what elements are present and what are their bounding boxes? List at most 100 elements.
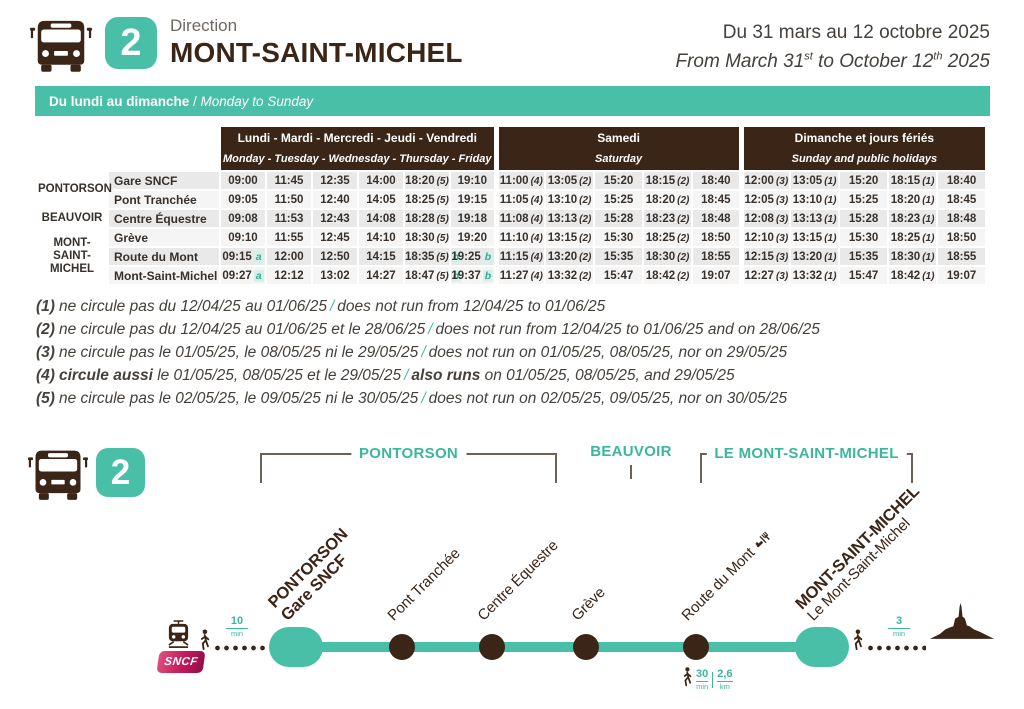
direction-label: Direction xyxy=(170,16,238,35)
footnote-ref: (1) xyxy=(922,213,935,225)
footnote-slash: / xyxy=(421,344,426,361)
walk-time-route-du-mont: 30 min 2,6 km xyxy=(696,668,733,691)
time-cell: 18:20 (5) xyxy=(403,170,451,191)
day-group-header: Samedi Saturday xyxy=(493,125,743,172)
stop-label-line: MONT-SAINT-MICHEL xyxy=(792,481,923,613)
stop-note-letter: a xyxy=(253,269,264,282)
time-cell: 13:05 (2) xyxy=(544,170,596,191)
footnote-ref: (1) xyxy=(824,251,837,263)
stop-marker xyxy=(573,634,599,660)
time-cell: 14:08 xyxy=(357,208,405,229)
commune-label: PONTORSON xyxy=(35,170,112,210)
timetable-row: Route du Mont 09:15 a 12:00 12:50 14:15 18:35(… xyxy=(36,246,988,267)
terminal-stop-marker xyxy=(795,627,849,667)
footnote-ref: (5) xyxy=(436,232,449,244)
time-cell: 12:45 xyxy=(311,227,359,248)
footnote-ref: (2) xyxy=(579,251,592,263)
stop-label-line: Le Mont-Saint-Michel xyxy=(804,515,914,625)
time-cell: 18:25 (1) xyxy=(887,227,939,248)
time-cell: 19:18 xyxy=(448,208,498,229)
stop-name: Gare SNCF xyxy=(107,170,221,191)
footnote-ref: (1) xyxy=(36,298,55,315)
time-cell: 15:20 xyxy=(593,170,645,191)
terminal-stop-marker xyxy=(269,627,323,667)
time-cell: 18:50 xyxy=(691,227,743,248)
stop-name: Grève xyxy=(107,227,221,248)
time-cell: 13:20 (1) xyxy=(789,246,841,267)
time-cell: 11:50 xyxy=(265,189,313,210)
footnote-ref: (3) xyxy=(775,175,789,187)
footnote-ref: (2) xyxy=(677,213,690,225)
time-cell: 09:15 a xyxy=(219,246,267,267)
time-cell: 12:40 xyxy=(311,189,359,210)
footnote-ref: (1) xyxy=(922,194,935,206)
time-cell: 18:23 (1) xyxy=(887,208,939,229)
footnote-ref: (1) xyxy=(922,251,935,263)
footnote-line: (4) circule aussi le 01/05/25, 08/05/25 e… xyxy=(36,367,735,384)
footnote-ref: (5) xyxy=(436,175,449,187)
time-cell: 14:00 xyxy=(357,170,405,191)
stop-label-line: Route du Mont xyxy=(678,528,776,625)
footnote-ref: (1) xyxy=(922,232,935,244)
footnote-line: (1) ne circule pas du 12/04/25 au 01/06/2… xyxy=(36,298,606,315)
time-cell: 19:15 xyxy=(448,189,498,210)
time-cell: 19:25 b xyxy=(448,246,498,267)
time-cell: 18:40 xyxy=(936,170,988,191)
time-cell: 18:45 xyxy=(936,189,988,210)
time-cell: 11:05 (4) xyxy=(493,189,547,210)
time-cell: 11:10 (4) xyxy=(493,227,547,248)
time-cell: 15:47 xyxy=(593,265,645,286)
timetable-row: BEAUVOIR Centre Équestre 09:08 11:53 12:43 14… xyxy=(35,208,988,229)
time-cell: 18:48 xyxy=(691,208,743,229)
footnote-ref: (4) xyxy=(530,251,543,263)
footnote-ref: (2) xyxy=(579,213,592,225)
footnote-line: (2) ne circule pas du 12/04/25 au 01/06/2… xyxy=(36,321,820,338)
footnote-ref: (5) xyxy=(436,251,449,263)
stop-label-line: Pont Tranchée xyxy=(384,545,464,625)
time-cell: 18:30 (1) xyxy=(887,246,939,267)
time-cell: 18:42 (2) xyxy=(642,265,694,286)
mont-saint-michel-icon xyxy=(930,602,994,644)
time-cell: 11:55 xyxy=(265,227,313,248)
commune-bracket-label: PONTORSON xyxy=(350,445,467,462)
day-group-header-fr: Dimanche et jours fériés xyxy=(794,131,935,145)
commune-label: BEAUVOIR xyxy=(35,208,109,229)
timetable: Lundi - Mardi - Mercredi - Jeudi - Vendr… xyxy=(35,125,988,286)
commune-label: MONT-SAINT-MICHEL xyxy=(35,227,109,286)
footnote-ref: (4) xyxy=(36,367,55,384)
bus-icon xyxy=(30,18,92,77)
time-cell: 15:30 xyxy=(593,227,645,248)
commune-bracket-label: BEAUVOIR xyxy=(590,443,672,460)
time-cell: 15:20 xyxy=(838,170,890,191)
footnote-ref: (1) xyxy=(824,175,837,187)
footnote-ref: (3) xyxy=(775,213,789,225)
timetable-row: Pont Tranchée 09:05 11:50 12:40 14:05 18:25 (5… xyxy=(36,189,988,210)
footnote-slash: / xyxy=(421,390,426,407)
time-cell: 11:15 (4) xyxy=(493,246,547,267)
footnote-ref: (1) xyxy=(922,270,935,282)
footnote-slash: / xyxy=(428,321,433,338)
time-cell: 12:08 (3) xyxy=(738,208,792,229)
time-cell: 11:08 (4) xyxy=(493,208,547,229)
footnote-ref: (1) xyxy=(824,194,837,206)
time-cell: 11:27 (4) xyxy=(493,265,547,286)
footnote-ref: (1) xyxy=(922,175,935,187)
time-cell: 13:10 (1) xyxy=(789,189,841,210)
destination-title: MONT-SAINT-MICHEL xyxy=(170,37,463,68)
route-line xyxy=(296,642,822,652)
stop-note-letter: b xyxy=(482,250,494,263)
time-cell: 18:20 (1) xyxy=(887,189,939,210)
time-cell: 18:35 (5) b xyxy=(403,246,462,267)
stop-marker xyxy=(479,634,505,660)
time-cell: 18:23 (2) xyxy=(642,208,694,229)
day-group-header-fr: Lundi - Mardi - Mercredi - Jeudi - Vendr… xyxy=(237,131,477,145)
validity-dates-fr: Du 31 mars au 12 octobre 2025 xyxy=(722,22,990,43)
time-cell: 13:20 (2) xyxy=(544,246,596,267)
timetable-row: PONTORSON Gare SNCF 09:00 11:45 12:35 14:00 18… xyxy=(35,170,988,210)
page-header: 2 Direction MONT-SAINT-MICHEL Du 31 mars… xyxy=(0,0,1024,84)
timetable-row: MONT-SAINT-MICHEL Grève 09:10 11:55 12:45 14:… xyxy=(35,227,988,286)
footnote-ref: (3) xyxy=(775,251,789,263)
footnote-ref: (2) xyxy=(677,175,690,187)
validity-dates: Du 31 mars au 12 octobre 2025 From March… xyxy=(675,14,990,77)
time-cell: 12:15 (3) xyxy=(738,246,792,267)
